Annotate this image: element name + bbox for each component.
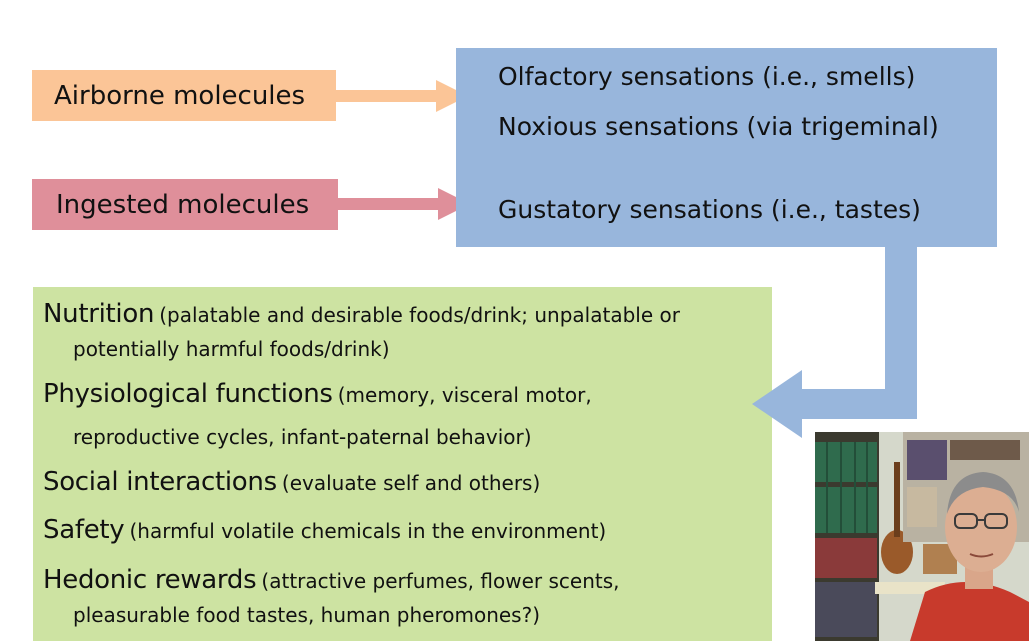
ingested-arrow-shape [338, 188, 470, 220]
function-hedonic-desc-cont: pleasurable food tastes, human pheromone… [73, 603, 541, 627]
function-hedonic-desc: (attractive perfumes, flower scents, [261, 569, 620, 593]
function-physiological: Physiological functions (memory, viscera… [43, 379, 592, 409]
gustatory-sensations-text: Gustatory sensations (i.e., tastes) [498, 195, 921, 224]
airborne-arrow-shape [336, 80, 468, 112]
presenter-video-icon [815, 432, 1029, 641]
function-social-desc: (evaluate self and others) [281, 471, 541, 495]
function-nutrition: Nutrition (palatable and desirable foods… [43, 299, 680, 329]
olfactory-sensations-text: Olfactory sensations (i.e., smells) [498, 62, 916, 91]
function-physiological-desc: (memory, visceral motor, [337, 383, 592, 407]
ingested-arrow-icon [338, 188, 470, 220]
function-social-title: Social interactions [43, 467, 277, 497]
function-nutrition-title: Nutrition [43, 299, 155, 329]
presenter-video-graphic [815, 432, 1029, 641]
function-hedonic: Hedonic rewards (attractive perfumes, fl… [43, 565, 620, 595]
functions-box: Nutrition (palatable and desirable foods… [33, 287, 772, 641]
function-safety-title: Safety [43, 515, 125, 545]
airborne-molecules-label: Airborne molecules [54, 80, 306, 111]
ingested-molecules-box: Ingested molecules [32, 179, 338, 230]
function-hedonic-title: Hedonic rewards [43, 565, 257, 595]
function-physiological-desc-cont: reproductive cycles, infant-paternal beh… [73, 425, 532, 449]
ingested-molecules-label: Ingested molecules [56, 189, 310, 220]
noxious-sensations-text: Noxious sensations (via trigeminal) [498, 112, 939, 141]
function-nutrition-desc-cont: potentially harmful foods/drink) [73, 337, 390, 361]
connector-arrow-shape [752, 247, 917, 438]
function-nutrition-desc: (palatable and desirable foods/drink; un… [159, 303, 680, 327]
airborne-arrow-icon [336, 80, 468, 112]
function-safety: Safety (harmful volatile chemicals in th… [43, 515, 606, 545]
airborne-molecules-box: Airborne molecules [32, 70, 336, 121]
function-physiological-title: Physiological functions [43, 379, 333, 409]
sensations-box: Olfactory sensations (i.e., smells) Noxi… [456, 48, 997, 247]
function-social: Social interactions (evaluate self and o… [43, 467, 540, 497]
function-safety-desc: (harmful volatile chemicals in the envir… [129, 519, 607, 543]
